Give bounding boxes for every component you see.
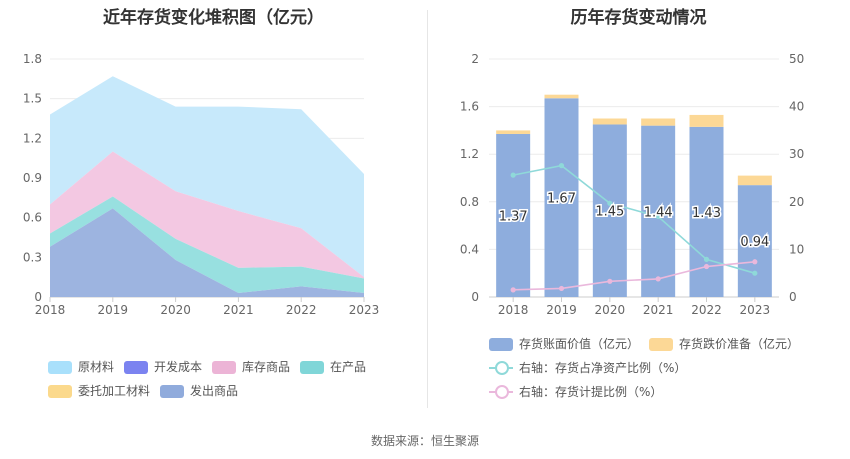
legend-label: 开发成本 (154, 360, 203, 374)
y2-tick-label: 50 (789, 52, 804, 66)
stacked-area-chart: 0 0.3 0.6 0.9 1.2 1.5 1.8 2018 2019 2020 2021 2022 2… (23, 52, 380, 317)
bar-data-label: 1.67 (547, 192, 576, 207)
x-tick-label: 2019 (546, 303, 577, 317)
x-tick-label: 2023 (349, 303, 380, 317)
legend-swatch (48, 385, 72, 398)
legend-swatch (48, 361, 72, 374)
x-tick-label: 2023 (740, 303, 771, 317)
x-tick-label: 2022 (286, 303, 317, 317)
bar-data-label: 1.44 (644, 205, 673, 220)
legend-swatch (212, 361, 236, 374)
data-source-note: 数据来源：恒生聚源 (370, 434, 479, 448)
line-point (703, 256, 710, 262)
y-tick-label: 1.6 (460, 100, 479, 114)
x-tick-label: 2021 (643, 303, 674, 317)
legend-swatch (489, 338, 513, 351)
x-tick-label: 2020 (160, 303, 191, 317)
y-tick-label: 0.4 (460, 242, 479, 256)
line-point (558, 163, 565, 169)
y-tick-label: 0.9 (23, 171, 42, 185)
line-point (655, 276, 661, 282)
bar-impairment (737, 175, 772, 186)
legend-label: 委托加工材料 (78, 384, 151, 398)
y2-tick-label: 40 (789, 100, 804, 114)
line-point (510, 287, 516, 293)
x-tick-label: 2020 (595, 303, 626, 317)
bar-data-label: 1.45 (595, 205, 624, 220)
area-原材料 (50, 76, 364, 278)
y-tick-label: 1.8 (23, 52, 42, 66)
area-在产品 (50, 196, 364, 294)
bar-data-label: 0.94 (740, 235, 769, 250)
legend-swatch (300, 361, 324, 374)
legend-label: 存货跌价准备（亿元） (679, 337, 800, 351)
legend-label: 原材料 (78, 360, 115, 374)
bar-impairment (641, 118, 676, 126)
legend-swatch (124, 361, 148, 374)
legend-label: 在产品 (330, 360, 367, 374)
right-chart-title: 历年存货变动情况 (570, 8, 707, 28)
bar-impairment (496, 130, 531, 134)
bar-book-value (544, 98, 579, 298)
legend-label: 右轴：存货计提比例（%） (519, 385, 663, 399)
bar-data-label: 1.37 (499, 209, 528, 224)
y-tick-label: 1.2 (23, 131, 42, 145)
y-tick-label: 0 (471, 290, 479, 304)
y2-tick-label: 10 (789, 242, 804, 256)
bar-impairment (592, 118, 627, 125)
line-point (510, 172, 516, 178)
line-point (703, 263, 710, 270)
bar-impairment (689, 114, 724, 127)
legend-label: 存货账面价值（亿元） (519, 337, 640, 351)
y-tick-label: 0.3 (23, 250, 42, 264)
y-tick-label: 1.5 (23, 92, 42, 106)
line-point (752, 270, 758, 276)
line-point (558, 285, 565, 292)
y-tick-label: 0.8 (460, 195, 479, 209)
y2-tick-label: 30 (789, 147, 804, 161)
bar-book-value (737, 185, 772, 297)
area-发出商品 (50, 208, 364, 297)
x-tick-label: 2019 (98, 303, 129, 317)
panel-divider (427, 10, 428, 408)
legend-swatch (649, 338, 673, 351)
bar-book-value (496, 133, 531, 297)
legend-dot (495, 385, 509, 399)
line-point (655, 213, 661, 220)
area-库存商品 (50, 151, 364, 279)
line-右轴：存货占净资产比例（%） (513, 164, 756, 274)
bar-impairment (544, 94, 579, 99)
bar-book-value (592, 124, 627, 297)
line-point (607, 200, 613, 206)
y2-tick-label: 0 (789, 290, 797, 304)
y-tick-label: 2 (471, 52, 479, 66)
line-point (607, 278, 613, 284)
x-tick-label: 2018 (498, 303, 529, 317)
x-tick-label: 2022 (691, 303, 722, 317)
legend-dot (495, 361, 509, 375)
y-tick-label: 1.2 (460, 147, 479, 161)
x-tick-label: 2018 (35, 303, 66, 317)
legend-label: 右轴：存货占净资产比例（%） (519, 361, 687, 375)
line-point (752, 259, 758, 265)
y-tick-label: 0.6 (23, 211, 42, 225)
left-chart-title: 近年存货变化堆积图（亿元） (103, 8, 324, 28)
legend-label: 发出商品 (190, 384, 239, 398)
bar-book-value (641, 125, 676, 297)
bar-data-label: 1.43 (692, 206, 721, 221)
legend-label: 库存商品 (242, 360, 291, 374)
y-tick-label: 0 (34, 290, 42, 304)
legend-swatch (160, 385, 184, 398)
y2-tick-label: 20 (789, 195, 804, 209)
line-右轴：存货计提比例（%） (513, 260, 755, 291)
x-tick-label: 2021 (223, 303, 254, 317)
